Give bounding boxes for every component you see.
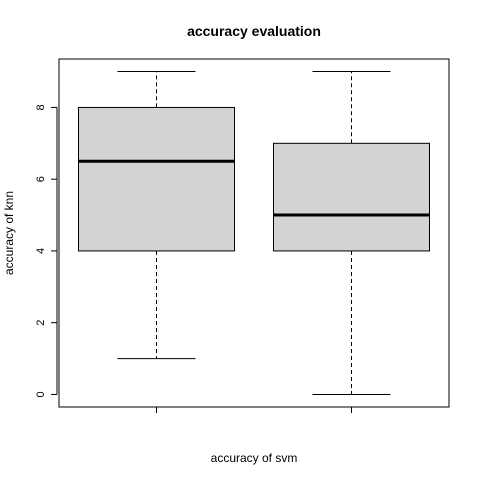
y-tick-label: 0 <box>35 391 47 397</box>
iqr-box <box>273 142 430 252</box>
x-axis-label: accuracy of svm <box>211 451 298 465</box>
y-tick-label: 6 <box>35 176 47 182</box>
y-tick-label: 8 <box>35 104 47 110</box>
chart-title: accuracy evaluation <box>187 23 321 39</box>
iqr-box <box>78 106 235 252</box>
chart-marks: 0 2 4 6 8 <box>35 71 430 413</box>
y-tick-label: 2 <box>35 320 47 326</box>
y-axis-label: accuracy of knn <box>2 191 16 275</box>
y-tick-label: 4 <box>35 248 47 254</box>
plot-frame <box>58 58 450 408</box>
